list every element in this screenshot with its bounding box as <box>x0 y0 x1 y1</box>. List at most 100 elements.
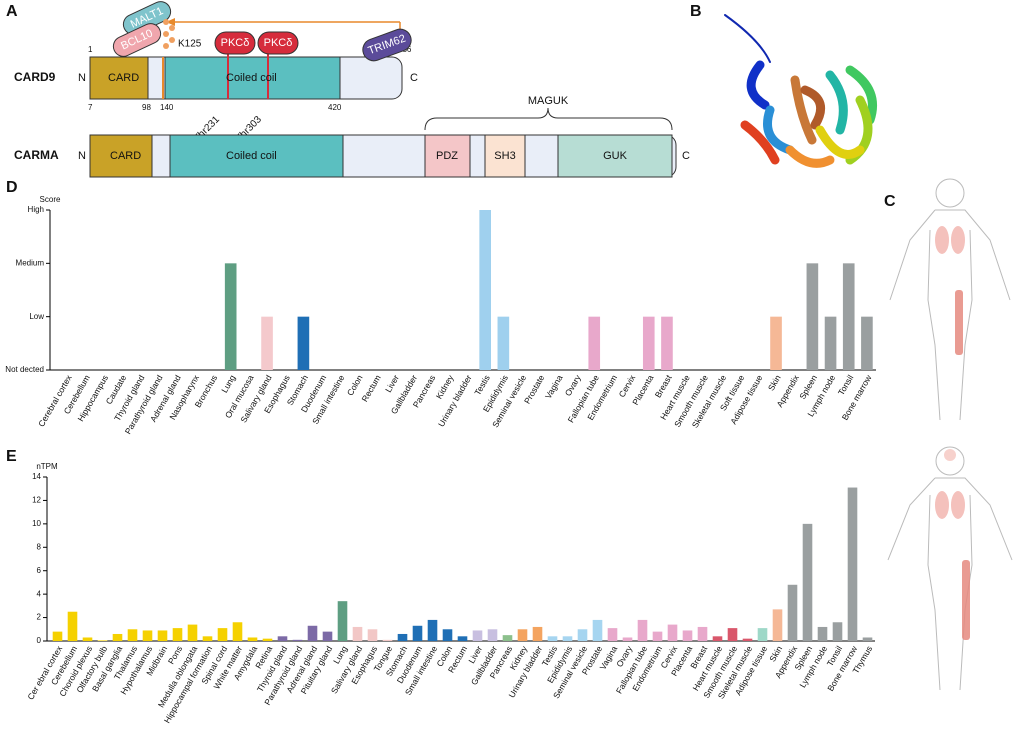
partner: PKCδ <box>264 37 293 49</box>
terminus: N <box>78 72 86 84</box>
bar <box>82 637 93 641</box>
y-tick-label: 2 <box>37 613 42 622</box>
bar <box>712 636 723 641</box>
bar <box>661 316 673 370</box>
bar <box>607 628 618 641</box>
terminus: N <box>78 150 86 162</box>
bar <box>232 622 243 641</box>
bar <box>352 626 363 641</box>
bar <box>532 626 543 641</box>
bar <box>397 633 408 641</box>
y-axis-title: nTPM <box>36 462 58 471</box>
bar <box>202 636 213 641</box>
domain-label: SH3 <box>494 150 515 162</box>
bar <box>297 316 310 370</box>
organs <box>935 226 970 640</box>
bar <box>652 631 663 641</box>
bar <box>67 611 78 641</box>
bar <box>322 631 333 641</box>
bar <box>817 626 828 641</box>
bar <box>261 316 273 370</box>
bar <box>727 628 738 641</box>
domain-label: CARD <box>108 72 139 84</box>
panel-label: A <box>6 3 18 20</box>
y-tick-label: 12 <box>32 496 41 505</box>
card9-diagram: CARD Coiled coil CARD9 N C 1 7 98 140 42… <box>14 1 418 144</box>
bar <box>142 630 153 641</box>
terminus: C <box>682 150 690 162</box>
bar <box>127 629 138 641</box>
panel-label: B <box>690 3 702 20</box>
brace <box>424 107 673 131</box>
protein-name: CARD9 <box>14 70 56 84</box>
bar <box>742 638 753 641</box>
domain-label: Coiled coil <box>226 150 277 162</box>
bar <box>472 630 483 641</box>
bar <box>487 629 498 641</box>
panel-label: E <box>6 448 17 465</box>
y-tick-label: Low <box>29 312 44 321</box>
y-tick-label: 10 <box>32 519 41 528</box>
x-tick-label: Skin <box>766 373 783 393</box>
pill <box>112 23 162 57</box>
bar <box>757 628 768 641</box>
position: 420 <box>328 103 342 112</box>
bar <box>562 636 573 641</box>
bar <box>842 263 855 370</box>
carma-diagram: CARD Coiled coil PDZ SH3 GUK CARMA N C M… <box>14 95 690 178</box>
y-tick-label: 4 <box>37 589 42 598</box>
bar <box>517 629 528 641</box>
arrow-head <box>166 18 175 26</box>
x-tick-label: Lung <box>219 373 237 395</box>
y-tick-label: 0 <box>37 636 42 645</box>
bar <box>52 631 63 641</box>
bar <box>770 316 782 370</box>
bar <box>497 316 510 370</box>
bar <box>112 633 123 641</box>
bar <box>642 316 655 370</box>
panel-label: C <box>884 193 896 210</box>
pill <box>257 31 299 55</box>
domain-label: Coiled coil <box>226 72 277 84</box>
bar <box>217 628 228 641</box>
bar <box>224 263 237 370</box>
domain-label: PDZ <box>436 150 458 162</box>
bar <box>802 523 813 641</box>
bar <box>307 625 318 641</box>
bar <box>367 629 378 641</box>
bar <box>247 637 258 641</box>
bar <box>442 629 453 641</box>
bar <box>862 637 873 641</box>
bar <box>292 639 303 641</box>
y-tick-label: High <box>28 205 44 214</box>
bar <box>806 263 819 370</box>
y-tick-label: 6 <box>37 566 42 575</box>
partner: PKCδ <box>221 37 250 49</box>
bar <box>832 622 843 641</box>
bar <box>412 625 423 641</box>
position: 98 <box>142 103 151 112</box>
bar <box>382 639 393 641</box>
y-tick-label: Not dected <box>5 365 44 374</box>
ubiquitin <box>163 19 175 49</box>
card-domain <box>89 134 153 178</box>
bar <box>172 628 183 641</box>
domain-label: GUK <box>603 150 628 162</box>
group-label: MAGUK <box>528 95 569 107</box>
bar <box>502 635 513 641</box>
bar <box>577 629 588 641</box>
position: 1 <box>88 45 93 54</box>
bar <box>697 626 708 641</box>
bar <box>97 640 108 641</box>
x-tick-label: Liver <box>383 373 401 394</box>
bar <box>187 624 198 641</box>
bar <box>457 636 468 641</box>
card-domain <box>89 56 149 100</box>
bar <box>637 619 648 641</box>
position: 7 <box>88 103 93 112</box>
residue: K125 <box>178 39 202 50</box>
position: 140 <box>160 103 174 112</box>
y-tick-label: Medium <box>16 258 45 267</box>
pdz-domain <box>424 134 471 178</box>
